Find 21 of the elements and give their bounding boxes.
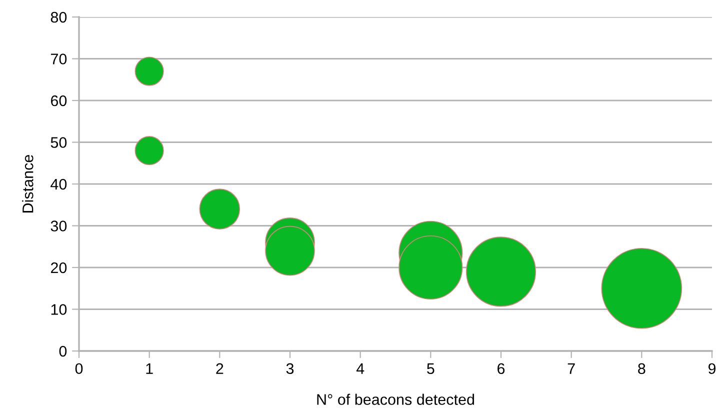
y-tick-label: 40 <box>50 178 67 190</box>
x-tick-label: 6 <box>498 363 505 374</box>
x-tick-label: 9 <box>708 363 716 374</box>
x-tick-label: 3 <box>286 363 294 374</box>
y-tick-label: 50 <box>50 137 67 148</box>
x-tick-label: 8 <box>638 363 646 374</box>
y-axis-title: Distance <box>22 154 34 212</box>
y-tick-label: 30 <box>50 220 67 232</box>
x-tick-label: 2 <box>216 363 224 374</box>
x-tick-label: 0 <box>75 363 83 374</box>
y-tick-label: 10 <box>51 304 67 315</box>
y-tick-label: 70 <box>50 54 67 64</box>
x-tick-label: 7 <box>568 363 575 374</box>
y-tick-label: 80 <box>50 12 67 23</box>
y-tick-label: 0 <box>59 346 67 357</box>
x-tick-label: 5 <box>427 363 434 374</box>
x-tick-label: 4 <box>356 363 364 374</box>
y-tick-label: 60 <box>50 95 67 106</box>
x-tick-label: 1 <box>146 363 153 374</box>
x-axis-title: N° of beacons detected <box>317 394 474 405</box>
y-tick-label: 20 <box>50 262 67 274</box>
